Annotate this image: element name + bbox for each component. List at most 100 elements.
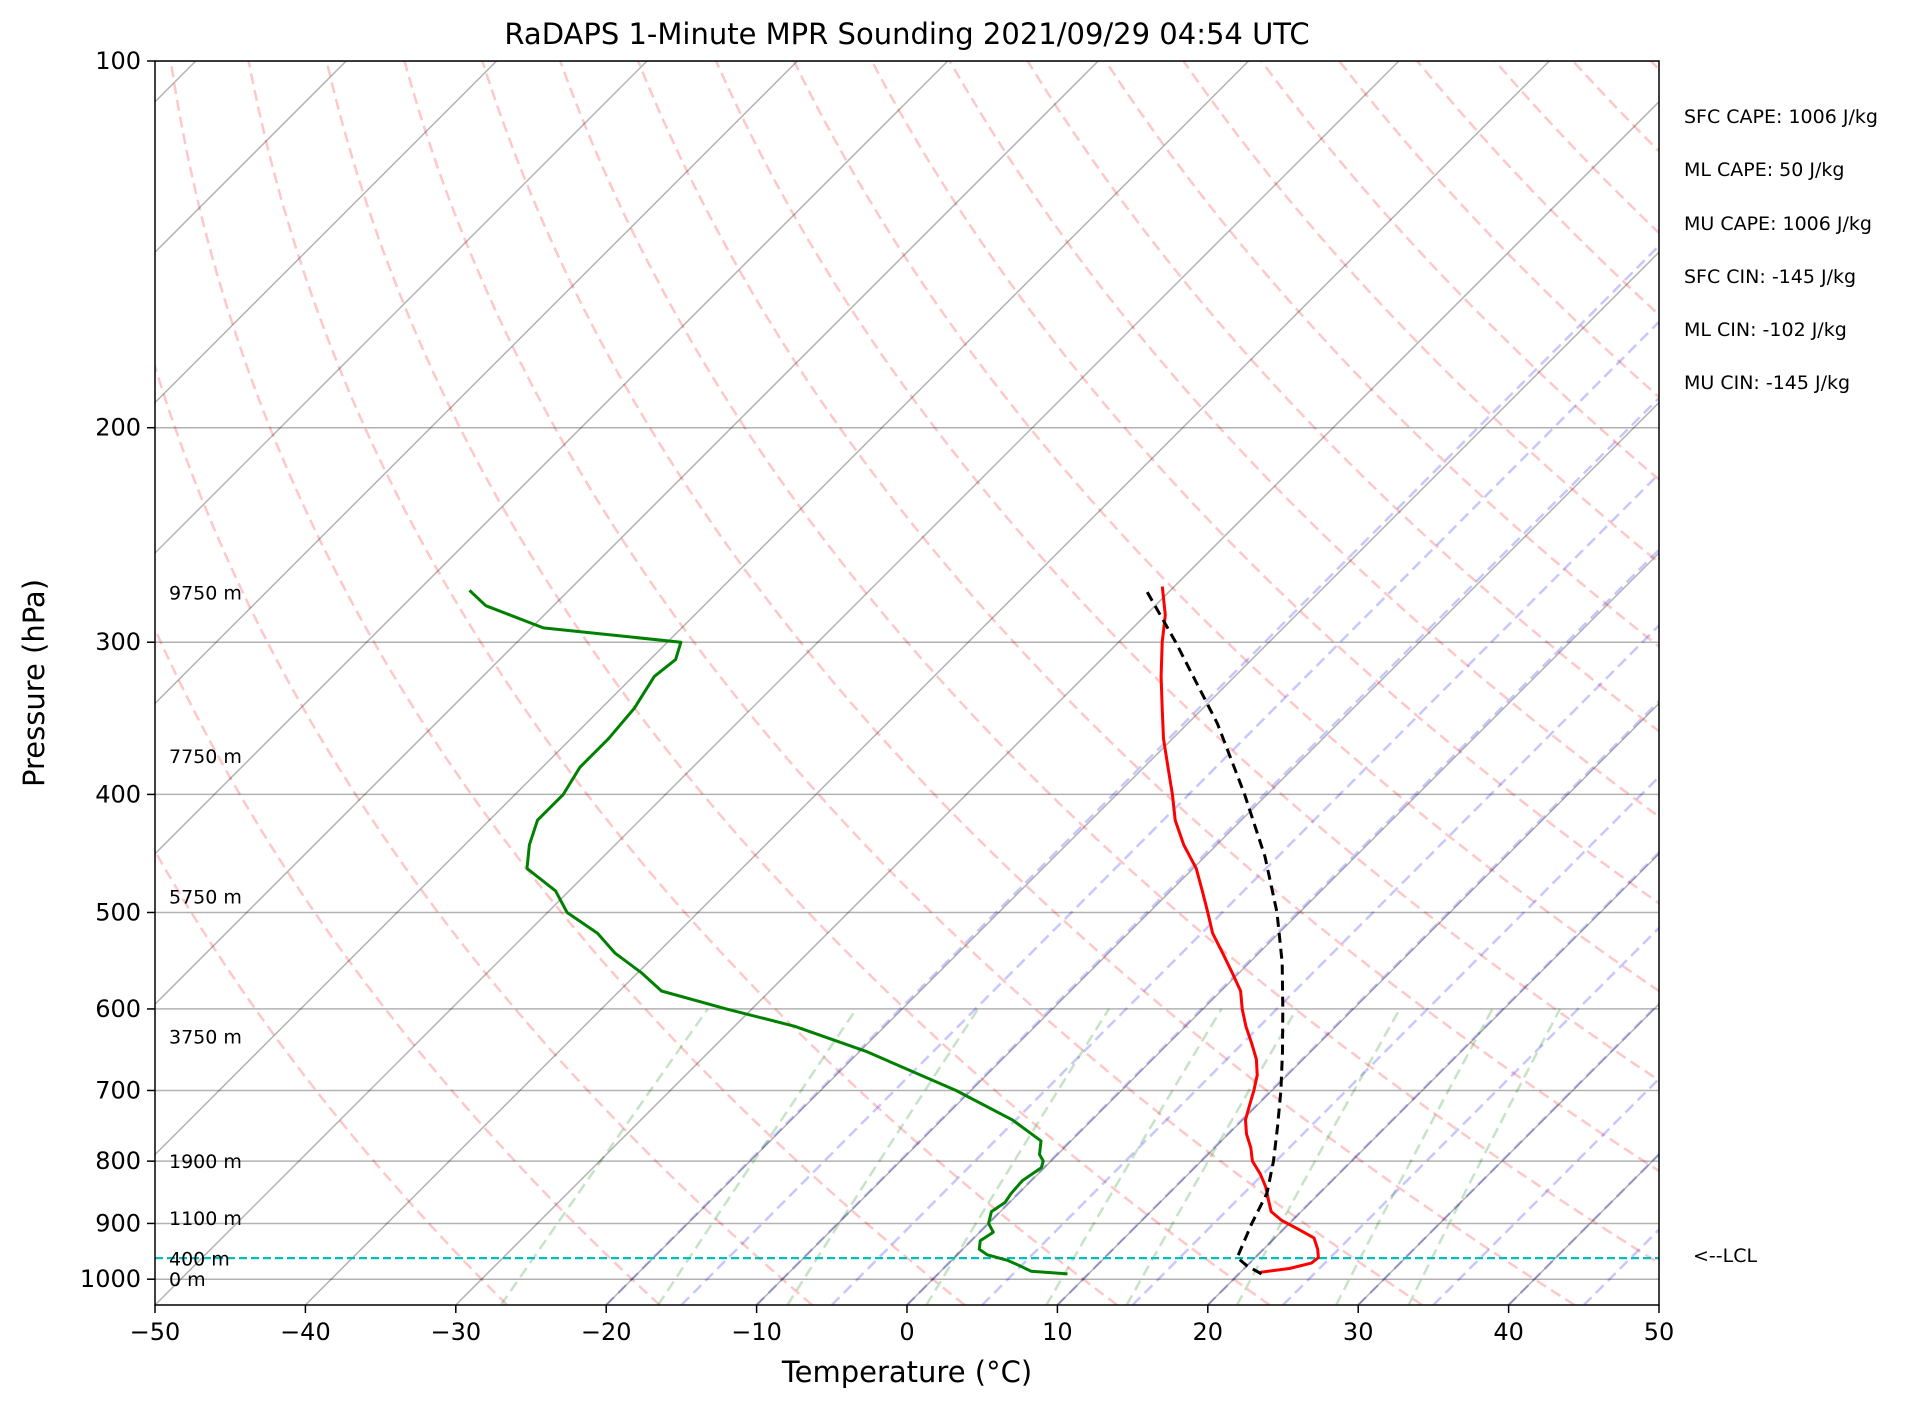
y-axis-label: Pressure (hPa) xyxy=(17,579,51,787)
lcl-label: <--LCL xyxy=(1693,1245,1757,1267)
thermo-indices-panel: SFC CAPE: 1006 J/kg ML CAPE: 50 J/kg MU … xyxy=(1684,106,1878,426)
height-label: 1100 m xyxy=(169,1208,242,1230)
x-tick-label: −40 xyxy=(280,1318,331,1346)
x-tick-label: 20 xyxy=(1193,1318,1224,1346)
height-label: 3750 m xyxy=(169,1026,242,1048)
chart-title: RaDAPS 1-Minute MPR Sounding 2021/09/29 … xyxy=(504,17,1309,51)
series-line-1 xyxy=(468,589,1068,1276)
y-tick-label: 300 xyxy=(95,628,141,656)
moist-adiabat xyxy=(830,472,1659,1305)
isotherm-line xyxy=(155,61,498,404)
y-tick-label: 400 xyxy=(95,780,141,808)
x-tick-label: −20 xyxy=(581,1318,632,1346)
dry-adiabat xyxy=(636,61,1659,1173)
moist-adiabat xyxy=(1131,775,1659,1305)
mu-cin-value: MU CIN: -145 J/kg xyxy=(1684,372,1851,395)
isotherm-line xyxy=(1056,702,1659,1305)
y-tick-label: 500 xyxy=(95,898,141,926)
isotherm-line xyxy=(155,61,648,555)
isotherm-line xyxy=(906,551,1659,1305)
data-series xyxy=(468,586,1320,1276)
x-tick-label: −50 xyxy=(130,1318,181,1346)
height-label: 1900 m xyxy=(169,1151,242,1173)
isotherm-line xyxy=(155,61,1099,1006)
height-label: 0 m xyxy=(169,1269,206,1291)
dry-adiabat xyxy=(481,61,1576,1305)
background-reference-lines xyxy=(155,61,1659,1305)
isotherm-line xyxy=(155,61,798,705)
x-tick-label: 10 xyxy=(1042,1318,1073,1346)
height-label: 400 m xyxy=(169,1249,230,1271)
x-tick-label: −10 xyxy=(731,1318,782,1346)
x-tick-label: 0 xyxy=(899,1318,914,1346)
isotherm-line xyxy=(155,61,347,254)
y-tick-label: 900 xyxy=(95,1209,141,1237)
isotherm-gridlines xyxy=(155,61,1659,1305)
isotherm-line xyxy=(1357,1003,1659,1305)
x-tick-label: 40 xyxy=(1493,1318,1524,1346)
isotherm-line xyxy=(756,401,1659,1305)
sfc-cin-value: SFC CIN: -145 J/kg xyxy=(1684,265,1857,288)
dry-adiabat xyxy=(155,362,814,1305)
isotherm-line xyxy=(155,61,1400,1305)
moist-adiabat xyxy=(1282,926,1659,1305)
dry-adiabat xyxy=(169,61,966,1305)
isobar-gridlines xyxy=(155,61,1659,1280)
mixing-ratio-line xyxy=(925,1008,1110,1305)
dry-adiabat xyxy=(792,61,1659,993)
ml-cin-value: ML CIN: -102 J/kg xyxy=(1684,319,1847,342)
height-label: 5750 m xyxy=(169,886,242,908)
mixing-ratio-line xyxy=(1407,1008,1562,1305)
mu-cape-value: MU CAPE: 1006 J/kg xyxy=(1684,212,1872,235)
x-tick-label: 30 xyxy=(1343,1318,1374,1346)
series-line-2 xyxy=(1144,589,1285,1276)
y-tick-label: 1000 xyxy=(80,1265,141,1293)
moist-adiabat xyxy=(755,396,1659,1305)
height-label: 9750 m xyxy=(169,582,242,604)
isotherm-line xyxy=(1207,852,1659,1305)
y-tick-label: 600 xyxy=(95,995,141,1023)
y-tick-label: 200 xyxy=(95,414,141,442)
y-tick-label: 800 xyxy=(95,1147,141,1175)
y-tick-label: 100 xyxy=(95,47,141,75)
moist-adiabat xyxy=(1056,699,1659,1305)
isotherm-line xyxy=(155,61,949,855)
moist-adiabat xyxy=(1507,1152,1659,1305)
mixing-ratio-line xyxy=(1125,1008,1298,1305)
moist-adiabat xyxy=(605,244,1659,1305)
mixing-ratio-line xyxy=(499,1008,709,1305)
moist-adiabat xyxy=(906,548,1659,1305)
x-tick-label: −30 xyxy=(430,1318,481,1346)
moist-adiabat xyxy=(981,623,1659,1305)
isotherm-line xyxy=(155,61,1250,1156)
dry-adiabat xyxy=(1104,61,1659,649)
moist-adiabat xyxy=(1357,1001,1659,1305)
x-axis-label: Temperature (°C) xyxy=(781,1355,1032,1389)
dry-adiabat xyxy=(714,61,1659,1082)
isotherm-line xyxy=(304,61,1550,1305)
mixing-ratio-line xyxy=(1235,1008,1401,1305)
mixing-ratio-line xyxy=(1335,1008,1494,1305)
series-line-0 xyxy=(1159,586,1320,1274)
dry-adiabat xyxy=(948,61,1659,819)
dry-adiabat xyxy=(559,61,1659,1265)
isotherm-line xyxy=(455,100,1659,1305)
moist-adiabat xyxy=(1432,1077,1659,1305)
dry-adiabat xyxy=(155,626,661,1305)
mixing-ratio-line xyxy=(657,1008,858,1305)
sfc-cape-value: SFC CAPE: 1006 J/kg xyxy=(1684,106,1878,128)
moist-adiabat xyxy=(680,320,1659,1305)
y-tick-label: 700 xyxy=(95,1076,141,1104)
x-tick-label: 50 xyxy=(1644,1318,1675,1346)
y-axis-ticks: 100 200 300 400 500 600 700 800 900 1000 xyxy=(80,47,155,1293)
mixing-ratio-line xyxy=(786,1008,980,1305)
dry-adiabat xyxy=(1026,61,1659,733)
moist-adiabat xyxy=(1206,850,1659,1305)
ml-cape-value: ML CAPE: 50 J/kg xyxy=(1684,159,1845,182)
height-label: 7750 m xyxy=(169,746,242,768)
isotherm-line xyxy=(605,251,1659,1305)
dry-adiabat xyxy=(155,848,508,1305)
dry-adiabat xyxy=(325,61,1271,1305)
